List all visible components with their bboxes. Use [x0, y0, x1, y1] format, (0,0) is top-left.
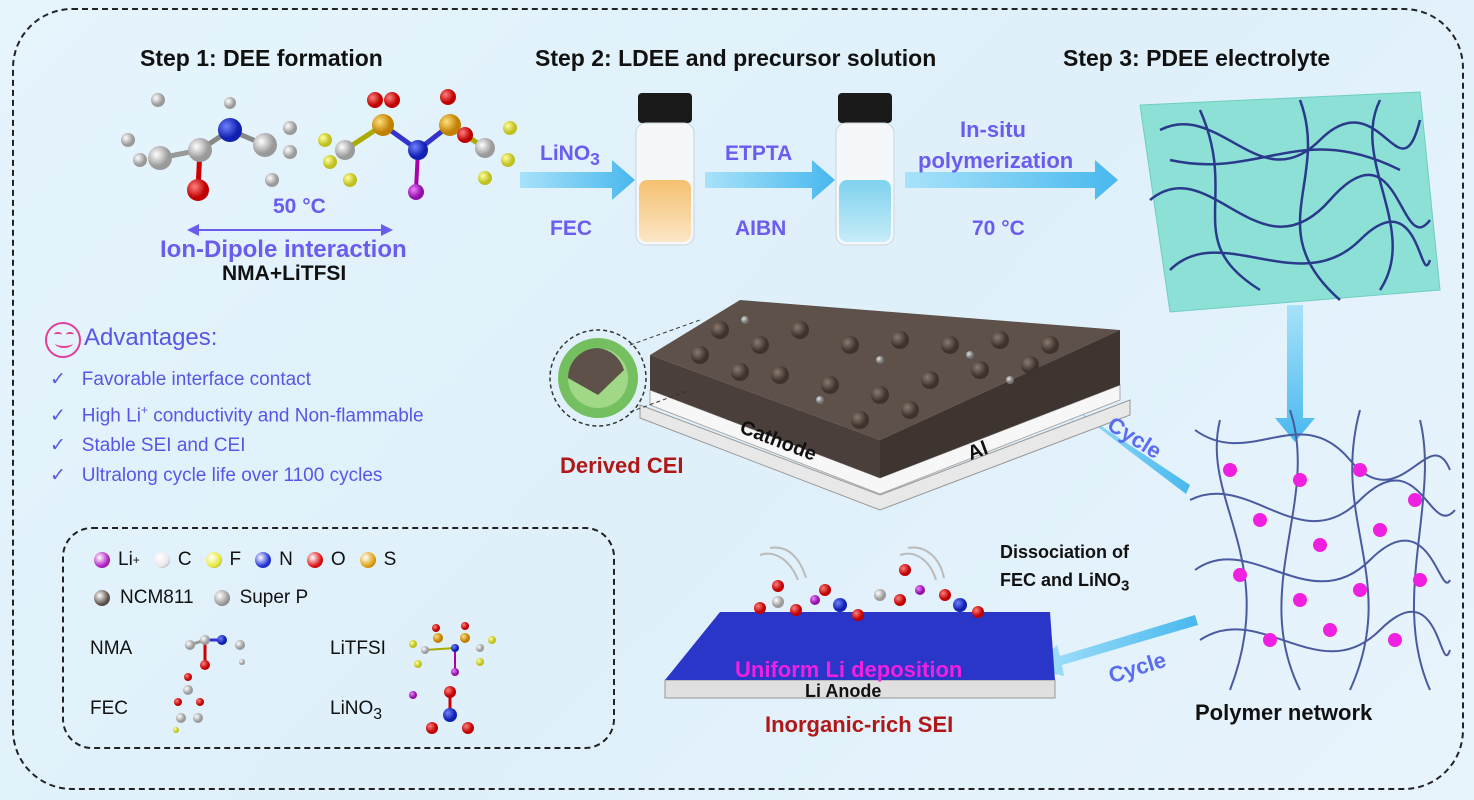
check-icon: ✓	[50, 405, 66, 427]
atom-ball-icon	[94, 552, 110, 568]
atom-ball-icon	[205, 552, 222, 568]
derived-cei-label: Derived CEI	[560, 453, 684, 478]
advantage-text: Favorable interface contact	[81, 369, 311, 390]
cei-particle	[549, 319, 701, 427]
atom-ball-icon	[94, 590, 110, 606]
dissociation-line2-text: FEC and LiNO	[1000, 570, 1121, 590]
atom-ball-icon	[359, 552, 376, 568]
legend-material-label: NCM811	[120, 587, 194, 608]
inorganic-sei-label: Inorganic-rich SEI	[765, 712, 954, 737]
legend-lino3-text: LiNO	[330, 698, 374, 719]
step1-temperature: 50 °C	[273, 195, 326, 218]
lino3-text: LiNO	[540, 142, 591, 165]
legend-material: Super P	[213, 587, 309, 609]
step2-title: Step 2: LDEE and precursor solution	[535, 45, 937, 71]
legend-atom-label: F	[229, 549, 242, 570]
legend-atom-sup: +	[132, 553, 140, 567]
arrow-step1-to-vial	[520, 160, 635, 200]
atom-ball-icon	[306, 552, 323, 568]
vial-precursor	[835, 93, 895, 246]
legend-atom-label: Li	[118, 549, 133, 570]
step3-title: Step 3: PDEE electrolyte	[1063, 45, 1331, 71]
atom-ball-icon	[255, 552, 272, 568]
advantage-text: Stable SEI and CEI	[81, 435, 246, 457]
ion-dipole-label: Ion-Dipole interaction	[160, 236, 407, 263]
dissociation-line2: FEC and LiNO3	[1000, 566, 1129, 601]
smiley-icon	[45, 322, 81, 358]
legend-lino3-label: LiNO3	[330, 698, 382, 724]
legend-box	[62, 527, 615, 749]
polymer-network-label: Polymer network	[1195, 700, 1373, 725]
polymer-network	[1189, 409, 1456, 691]
advantages-list: ✓ Favorable interface contact ✓ High Li+…	[50, 365, 424, 491]
legend-atom-label: O	[330, 549, 346, 570]
lino3-label: LiNO3	[540, 142, 600, 170]
legend-materials: NCM811 Super P	[94, 587, 314, 609]
ion-dipole-double-arrow	[187, 224, 393, 236]
li-anode-label: Li Anode	[805, 681, 882, 701]
legend-material-label: Super P	[239, 587, 309, 608]
advantage-item: ✓ Stable SEI and CEI	[50, 431, 424, 461]
arrow-down-to-network	[1275, 305, 1315, 442]
legend-atom: S	[359, 549, 397, 571]
check-icon: ✓	[50, 465, 66, 487]
nma-molecule	[121, 93, 297, 201]
atom-ball-icon	[153, 552, 170, 568]
arrow-polymerization	[905, 160, 1118, 200]
advantage-item: ✓ Favorable interface contact	[50, 365, 424, 395]
dissociation-label: Dissociation of FEC and LiNO3	[1000, 538, 1129, 601]
legend-atom: N	[255, 549, 293, 571]
fec-label: FEC	[550, 217, 592, 240]
legend-atom-label: C	[177, 549, 192, 570]
legend-atom: F	[205, 549, 242, 571]
legend-atom-label: N	[279, 549, 293, 570]
legend-nma-label: NMA	[90, 638, 133, 659]
aibn-label: AIBN	[735, 217, 787, 240]
vial-ldee	[635, 93, 695, 246]
pdee-gel-block	[1139, 91, 1441, 313]
advantage-item: ✓ Ultralong cycle life over 1100 cycles	[50, 461, 424, 491]
step3-temperature: 70 °C	[972, 217, 1025, 240]
arrow-cycle-lower	[1032, 615, 1198, 676]
legend-fec-label: FEC	[90, 698, 128, 719]
atom-ball-icon	[213, 590, 230, 606]
advantage-text-rest: conductivity and Non-flammable	[147, 405, 424, 427]
advantage-item: ✓ High Li+ conductivity and Non-flammabl…	[50, 395, 424, 431]
nma-litfsi-label: NMA+LiTFSI	[222, 262, 347, 285]
arrow-vial-to-vial	[705, 160, 835, 200]
advantage-text: High Li	[81, 405, 141, 427]
legend-litfsi-label: LiTFSI	[330, 638, 386, 659]
advantage-text: Ultralong cycle life over 1100 cycles	[81, 465, 383, 487]
dissociation-line2-sub: 3	[1121, 577, 1130, 595]
lino3-subscript: 3	[590, 149, 600, 170]
cathode-block	[639, 300, 1131, 511]
legend-material: NCM811	[94, 587, 194, 609]
advantages-title: Advantages:	[84, 324, 218, 351]
legend-lino3-sub: 3	[373, 705, 383, 723]
etpta-label: ETPTA	[725, 142, 793, 165]
litfsi-molecule	[318, 89, 517, 200]
in-situ-label: In-situ	[960, 117, 1026, 142]
li-anode	[664, 546, 1056, 699]
legend-atoms: Li + C F N O S	[94, 549, 396, 571]
outer-dashed-frame	[12, 8, 1464, 790]
advantage-sup: +	[140, 403, 148, 417]
polymerization-label: polymerization	[918, 148, 1074, 173]
check-icon: ✓	[50, 435, 66, 457]
step1-title: Step 1: DEE formation	[140, 45, 383, 71]
check-icon: ✓	[50, 369, 66, 390]
legend-atom-label: S	[383, 549, 397, 570]
deposited-molecules	[754, 564, 984, 621]
dissociation-line1: Dissociation of	[1000, 542, 1130, 562]
legend-atom: O	[306, 549, 346, 571]
uniform-li-deposition-label: Uniform Li deposition	[735, 657, 963, 682]
legend-atom: C	[153, 549, 192, 571]
legend-atom: Li +	[94, 549, 140, 571]
